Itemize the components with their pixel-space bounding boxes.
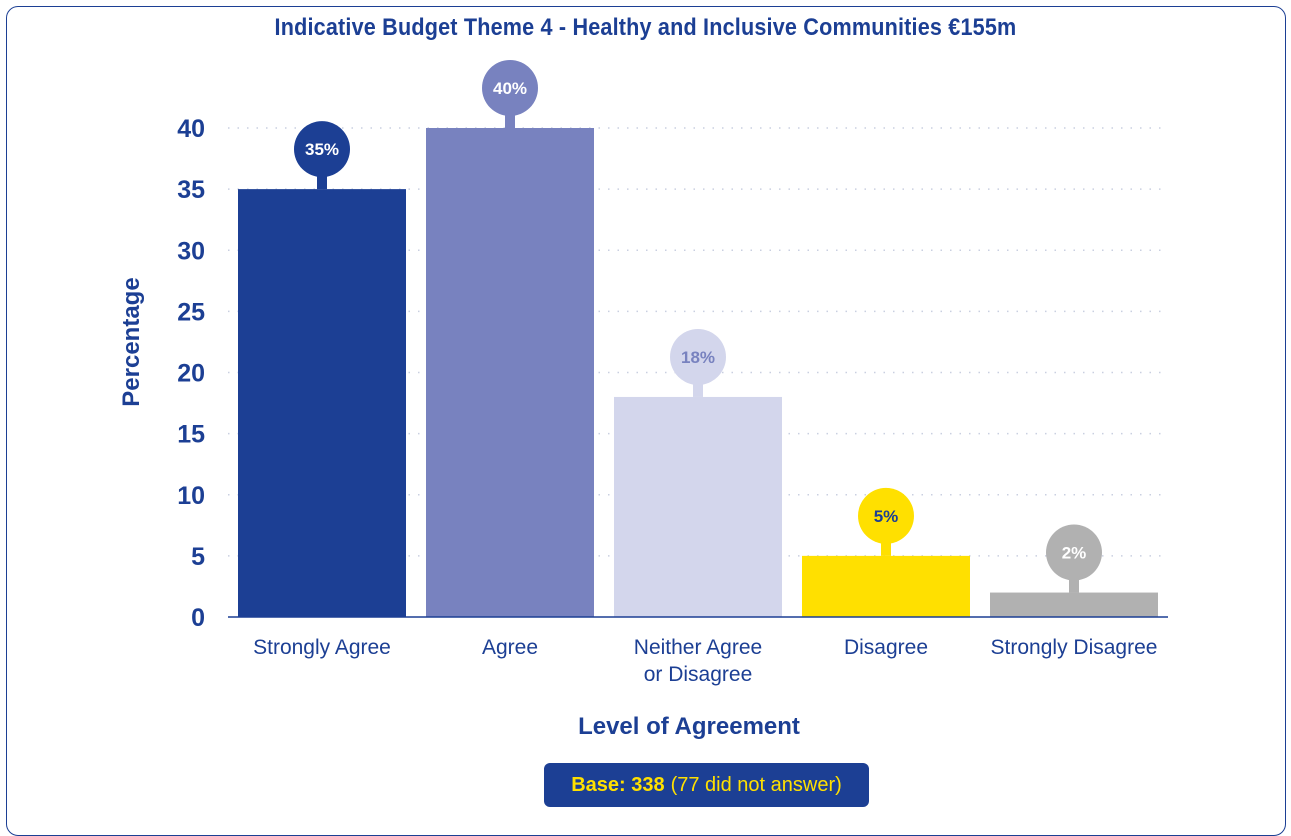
x-tick-label: Disagree — [844, 636, 928, 659]
y-tick-label: 25 — [177, 298, 205, 326]
pin-stem — [1069, 578, 1079, 593]
data-label-pin: 40% — [482, 60, 538, 128]
x-tick-label: Strongly Agree — [253, 636, 391, 659]
y-tick-label: 15 — [177, 421, 205, 449]
data-label: 18% — [681, 348, 715, 367]
data-label: 2% — [1062, 544, 1087, 563]
data-label: 35% — [305, 140, 339, 159]
data-label: 5% — [874, 507, 899, 526]
x-tick-label: Neither Agree — [634, 636, 762, 659]
data-label-pins: 35% 40% 18% 5% 2% — [294, 60, 1102, 593]
y-tick-label: 0 — [191, 604, 205, 632]
data-label-pin: 18% — [670, 328, 726, 397]
y-axis-ticks: 0 5 10 15 20 25 30 35 40 — [177, 115, 205, 632]
data-label-pin: 2% — [1046, 524, 1102, 593]
pin-bubble — [1046, 524, 1102, 581]
x-tick-label: or Disagree — [644, 663, 753, 686]
pin-stem — [505, 114, 515, 128]
pin-bubble — [670, 328, 726, 385]
chart-title: Indicative Budget Theme 4 - Healthy and … — [274, 14, 1017, 41]
pin-bubble — [294, 121, 350, 178]
y-tick-label: 5 — [191, 543, 205, 571]
bar — [802, 555, 970, 617]
y-tick-label: 40 — [177, 115, 205, 143]
data-label-pin: 5% — [858, 487, 914, 556]
x-axis-ticks: Strongly Agree Agree Neither Agree or Disag… — [253, 636, 1157, 686]
pin-stem — [881, 541, 891, 556]
bar — [990, 592, 1158, 617]
y-tick-label: 30 — [177, 237, 205, 265]
y-tick-label: 20 — [177, 360, 205, 388]
base-unanswered: (77 did not answer) — [670, 773, 842, 796]
bars — [238, 128, 1158, 617]
pin-stem — [693, 382, 703, 397]
y-tick-label: 35 — [177, 176, 205, 204]
x-axis-title: Level of Agreement — [578, 713, 800, 740]
bar — [614, 396, 782, 617]
x-tick-label: Strongly Disagree — [991, 636, 1158, 659]
y-tick-label: 10 — [177, 482, 205, 510]
y-axis-title: Percentage — [118, 277, 145, 406]
base-note-box: Base: 338 (77 did not answer) — [544, 763, 869, 807]
base-count: Base: 338 — [571, 773, 665, 796]
data-label-pin: 35% — [294, 121, 350, 190]
pin-bubble — [858, 487, 914, 544]
bar — [238, 189, 406, 617]
x-tick-label: Agree — [482, 636, 538, 659]
pin-stem — [317, 175, 327, 190]
data-label: 40% — [493, 79, 527, 98]
bar — [426, 128, 594, 617]
pin-bubble — [482, 60, 538, 116]
